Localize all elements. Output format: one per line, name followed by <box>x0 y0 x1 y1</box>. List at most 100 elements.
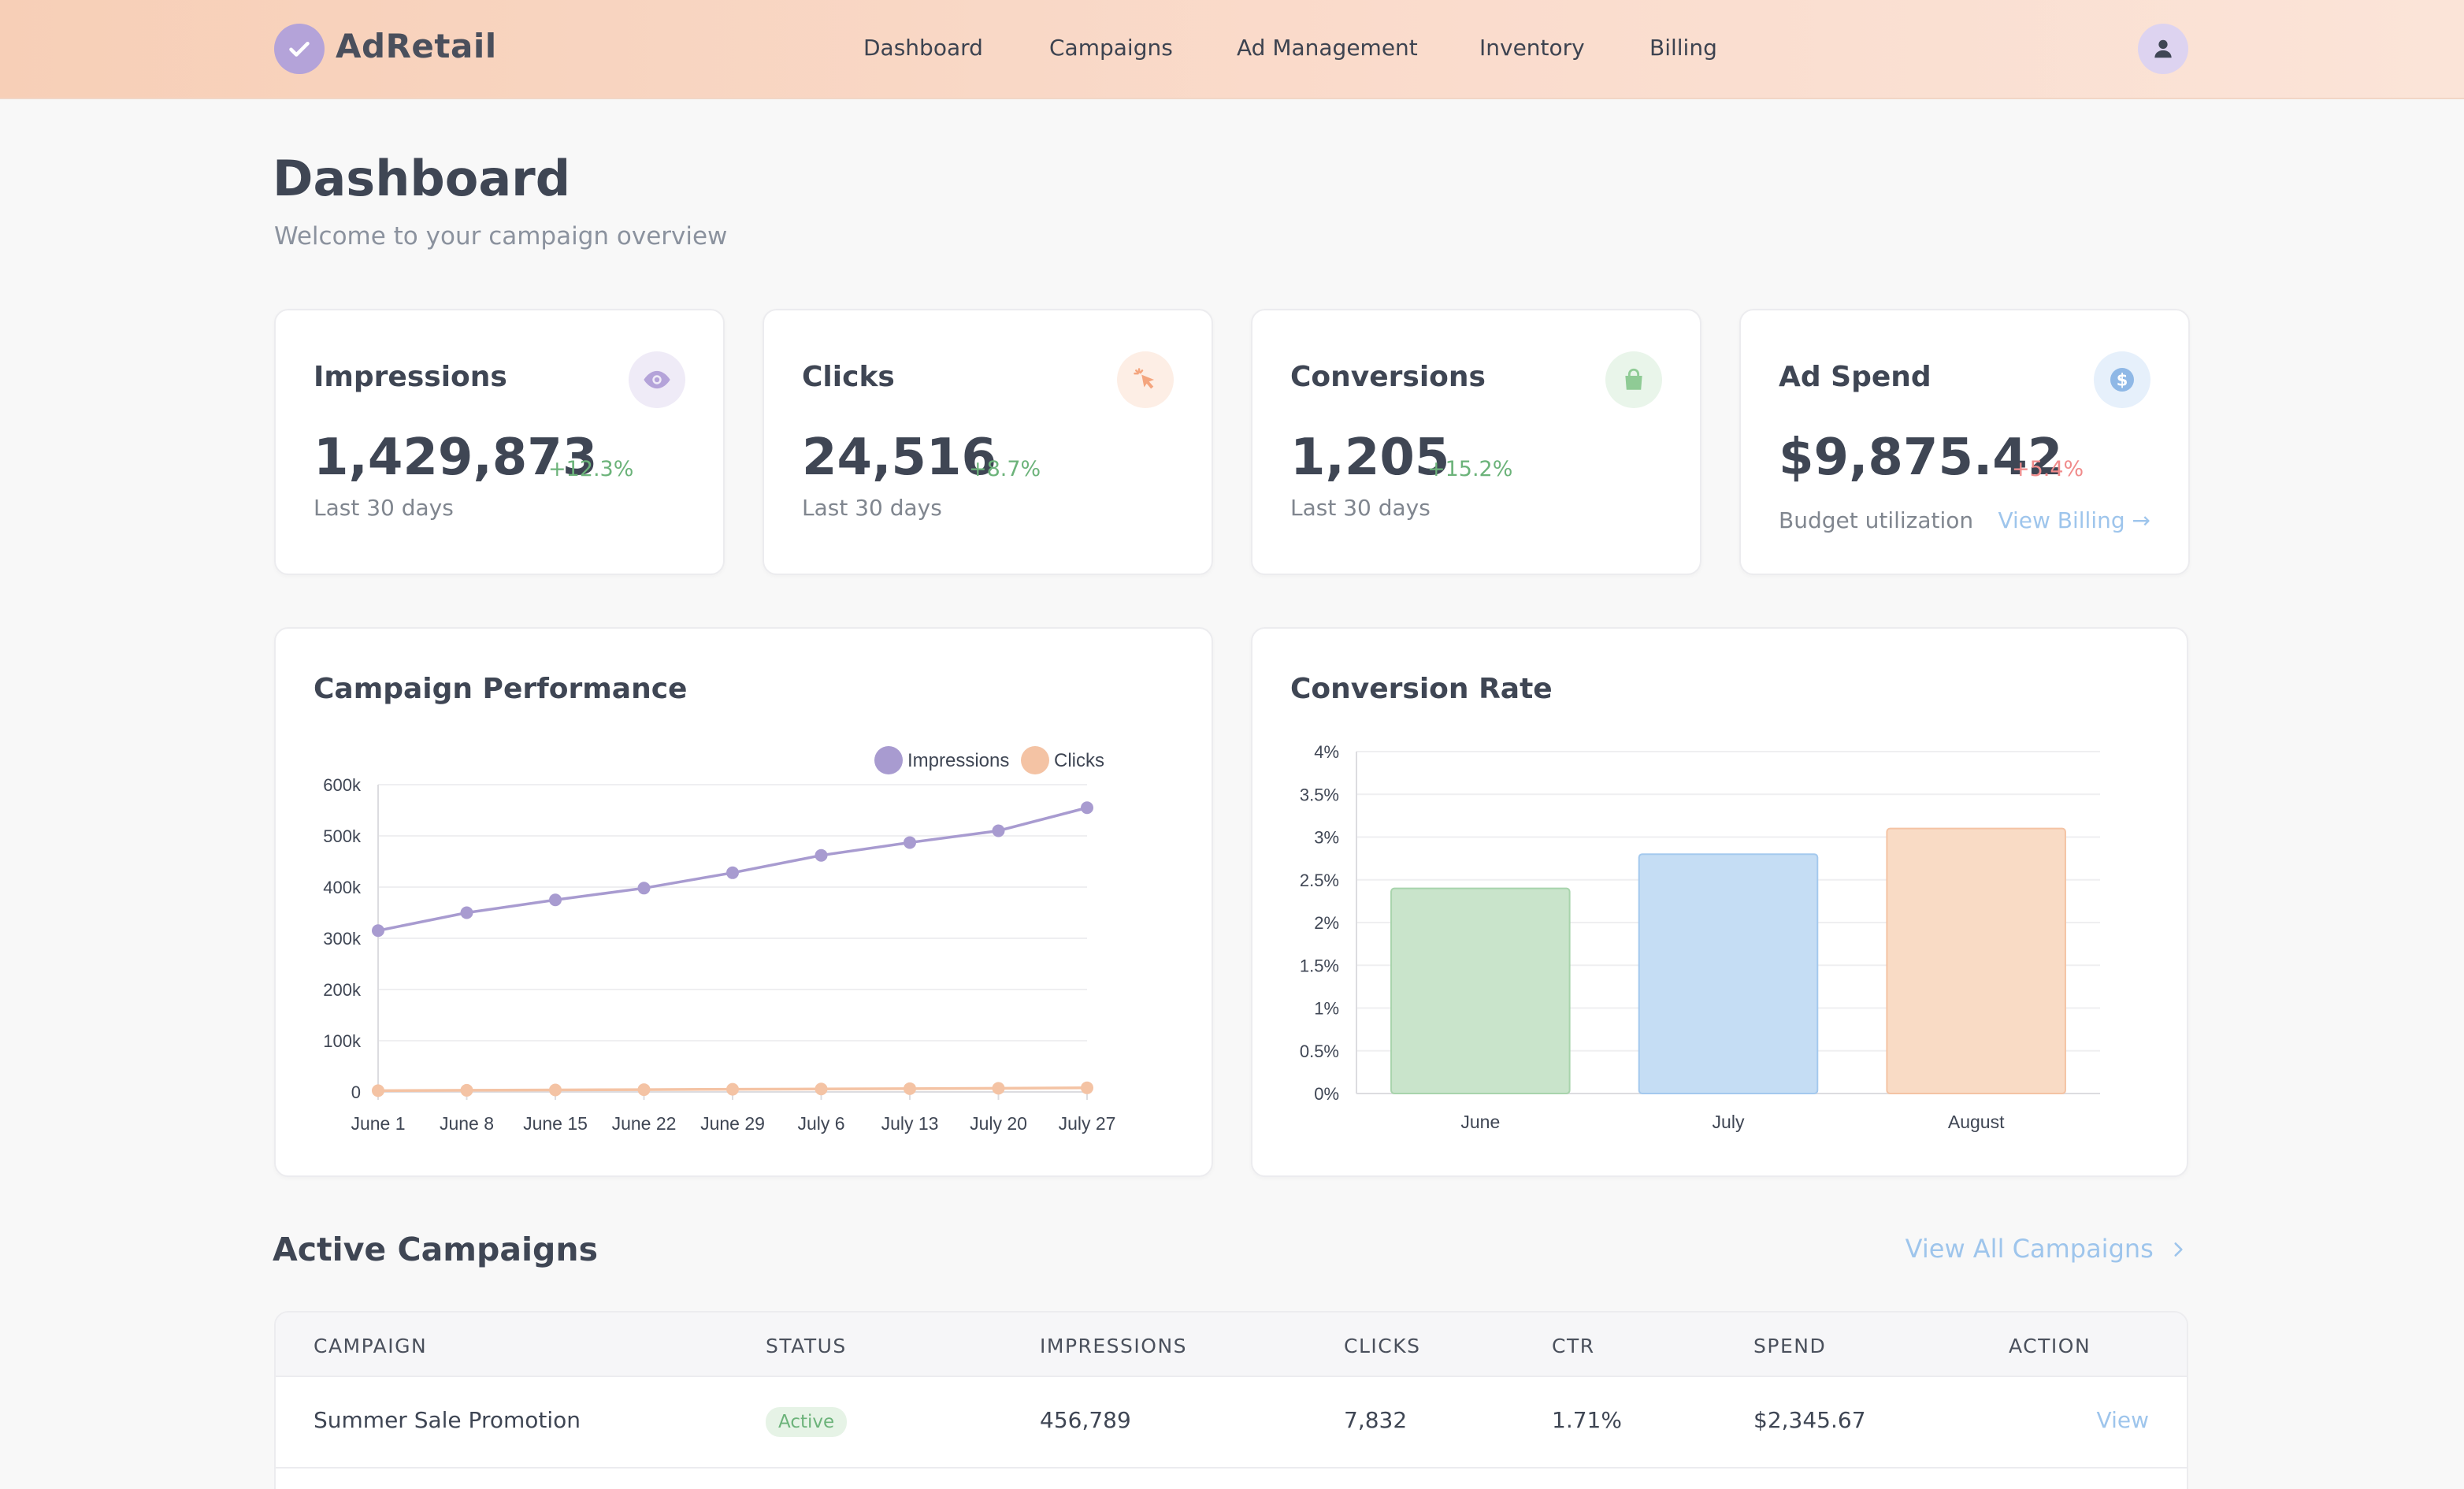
y-tick-label: 200k <box>323 980 362 1000</box>
stat-period: Last 30 days <box>314 495 454 521</box>
y-tick-label: 3.5% <box>1300 785 1339 804</box>
dollar-icon: $ <box>2094 351 2150 408</box>
x-tick-label: June 22 <box>612 1113 677 1134</box>
app-name[interactable]: AdRetail <box>336 27 497 65</box>
data-point-clicks <box>992 1082 1005 1095</box>
page-title: Dashboard <box>273 150 571 207</box>
chevron-right-icon <box>2174 1242 2183 1257</box>
chart-title: Campaign Performance <box>314 673 688 705</box>
y-tick-label: 4% <box>1314 742 1339 762</box>
col-clicks[interactable]: CLICKS <box>1344 1335 1421 1357</box>
data-point-impressions <box>904 836 916 849</box>
x-tick-label: June 8 <box>440 1113 494 1134</box>
nav-billing[interactable]: Billing <box>1649 35 1717 61</box>
data-point-clicks <box>1081 1081 1093 1094</box>
data-point-impressions <box>637 882 651 895</box>
chart-title: Conversion Rate <box>1290 673 1553 705</box>
table-header: CAMPAIGN STATUS IMPRESSIONS CLICKS CTR S… <box>276 1313 2187 1377</box>
stat-change: +12.3% <box>548 457 634 481</box>
data-point-clicks <box>460 1083 473 1097</box>
x-tick-label: June 29 <box>700 1113 765 1134</box>
stat-period: Last 30 days <box>1290 495 1431 521</box>
y-tick-label: 1.5% <box>1300 956 1339 975</box>
nav-dashboard[interactable]: Dashboard <box>863 35 983 61</box>
stat-period: Last 30 days <box>802 495 942 521</box>
stat-value: 1,205 <box>1290 429 1450 487</box>
clicks-card: Clicks 24,516 +8.7% Last 30 days <box>763 309 1213 575</box>
nav-inventory[interactable]: Inventory <box>1479 35 1585 61</box>
cursor-click-icon <box>1117 351 1174 408</box>
view-all-campaigns-link[interactable]: View All Campaigns <box>1906 1234 2188 1264</box>
clicks-cell: 7,832 <box>1344 1407 1408 1433</box>
x-tick-label: July 27 <box>1059 1113 1116 1134</box>
data-point-impressions <box>460 906 473 919</box>
user-avatar[interactable] <box>2138 24 2188 74</box>
data-point-clicks <box>904 1082 916 1095</box>
x-tick-label: June 1 <box>351 1113 405 1134</box>
y-tick-label: 300k <box>323 929 362 949</box>
campaigns-table: CAMPAIGN STATUS IMPRESSIONS CLICKS CTR S… <box>274 1311 2188 1489</box>
col-campaign[interactable]: CAMPAIGN <box>314 1335 428 1357</box>
stat-value: 1,429,873 <box>314 429 598 487</box>
y-tick-label: 0% <box>1314 1084 1339 1104</box>
y-tick-label: 3% <box>1314 828 1339 848</box>
x-tick-label: June 15 <box>523 1113 588 1134</box>
data-point-impressions <box>372 924 384 938</box>
col-impressions[interactable]: IMPRESSIONS <box>1040 1335 1188 1357</box>
nav-ad-management[interactable]: Ad Management <box>1237 35 1418 61</box>
view-billing-link[interactable]: View Billing → <box>1998 507 2150 533</box>
stat-change: +5.4% <box>2012 457 2084 481</box>
spend-cell: $2,345.67 <box>1753 1407 1866 1433</box>
table-row[interactable]: Summer Sale Promotion Active 456,789 7,8… <box>276 1379 2187 1469</box>
user-icon <box>2154 39 2172 58</box>
legend-label-impressions: Impressions <box>907 750 1009 771</box>
y-tick-label: 500k <box>323 826 362 846</box>
data-point-clicks <box>372 1084 384 1097</box>
x-tick-label: July 20 <box>970 1113 1027 1134</box>
ctr-cell: 1.71% <box>1552 1407 1622 1433</box>
stat-change: +15.2% <box>1427 457 1513 481</box>
data-point-clicks <box>637 1083 651 1097</box>
logo-check-icon[interactable] <box>274 24 325 74</box>
bar-august <box>1886 827 2066 1094</box>
x-tick-label: July 13 <box>881 1113 939 1134</box>
legend-marker-impressions <box>874 746 903 774</box>
x-tick-label: July 6 <box>797 1113 844 1134</box>
y-tick-label: 0.5% <box>1300 1042 1339 1061</box>
col-action: ACTION <box>2009 1335 2091 1357</box>
stat-value: 24,516 <box>802 429 996 487</box>
stat-title: Conversions <box>1290 361 1486 393</box>
stat-title: Impressions <box>314 361 507 393</box>
ad-spend-card: Ad Spend $ $9,875.42 +5.4% Budget utiliz… <box>1739 309 2190 575</box>
campaign-performance-card: Campaign Performance 0 100k 200k 300k 400k 50… <box>274 627 1213 1177</box>
data-point-impressions <box>549 893 562 907</box>
conversions-card: Conversions 1,205 +15.2% Last 30 days <box>1251 309 1701 575</box>
y-tick-label: 100k <box>323 1031 362 1051</box>
stat-change: +8.7% <box>969 457 1041 481</box>
y-tick-label: 0 <box>351 1082 361 1102</box>
y-tick-label: 400k <box>323 878 362 897</box>
data-point-impressions <box>992 824 1005 837</box>
stat-title: Ad Spend <box>1779 361 1931 393</box>
view-campaign-link[interactable]: View <box>2096 1407 2149 1433</box>
svg-text:$: $ <box>2117 371 2128 390</box>
nav-campaigns[interactable]: Campaigns <box>1049 35 1173 61</box>
data-point-impressions <box>726 866 739 879</box>
y-tick-label: 1% <box>1314 999 1339 1019</box>
top-navigation-bar: AdRetail Dashboard Campaigns Ad Manageme… <box>0 0 2464 99</box>
conversion-rate-card: Conversion Rate 0% 0.5% 1% 1.5% 2% 2.5% 3% 3.5%… <box>1251 627 2188 1177</box>
section-title: Active Campaigns <box>273 1231 598 1268</box>
y-tick-label: 2% <box>1314 913 1339 933</box>
data-point-clicks <box>549 1083 562 1097</box>
shopping-bag-icon <box>1605 351 1662 408</box>
col-status[interactable]: STATUS <box>766 1335 847 1357</box>
conversion-rate-chart: 0% 0.5% 1% 1.5% 2% 2.5% 3% 3.5% 4% June July August <box>1300 742 2100 1132</box>
col-spend[interactable]: SPEND <box>1753 1335 1827 1357</box>
col-ctr[interactable]: CTR <box>1552 1335 1595 1357</box>
x-tick-label: June <box>1460 1112 1500 1132</box>
impressions-cell: 456,789 <box>1040 1407 1131 1433</box>
eye-icon <box>629 351 685 408</box>
view-all-label: View All Campaigns <box>1905 1234 2154 1264</box>
data-point-clicks <box>815 1082 828 1096</box>
x-tick-label: July <box>1713 1112 1745 1132</box>
